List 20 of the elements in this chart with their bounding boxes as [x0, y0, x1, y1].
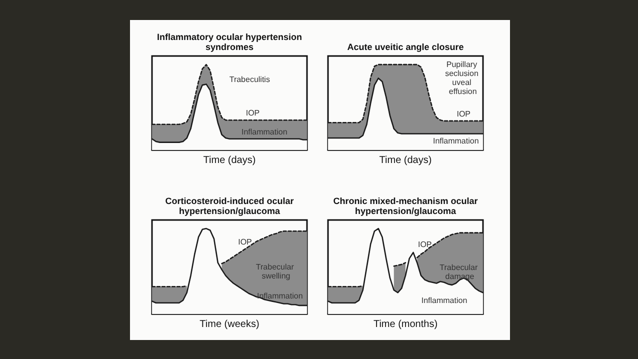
x-axis-title: Time (months) [372, 318, 439, 332]
series-label: Inflammation [241, 127, 288, 136]
chart-title: Chronic mixed-mechanism ocular hypertension/glaucoma [332, 195, 479, 216]
x-axis-title: Time (days) [378, 154, 433, 168]
series-label: Inflammation [421, 296, 468, 305]
chart-title: Acute uveitic angle closure [346, 41, 465, 52]
chart-title: Corticosteroid-induced ocular hypertension/glaucoma [164, 195, 295, 216]
annotation: Trabeculitis [229, 74, 270, 84]
x-axis-title: Time (weeks) [198, 318, 260, 332]
series-label: Inflammation [432, 136, 479, 146]
series-label: IOP [456, 109, 471, 118]
series-label: IOP [418, 240, 432, 250]
annotation: Trabecular damage [440, 263, 480, 282]
annotation: Pupillary seclusion uveal effusion [445, 60, 481, 96]
x-axis-title: Time (days) [202, 154, 257, 168]
annotation: Trabecular swelling [256, 262, 296, 280]
series-label: IOP [246, 108, 260, 118]
chart-title: Inflammatory ocular hypertension syndromes [156, 31, 304, 52]
series-label: Inflammation [256, 291, 303, 300]
series-label: IOP [238, 238, 252, 247]
